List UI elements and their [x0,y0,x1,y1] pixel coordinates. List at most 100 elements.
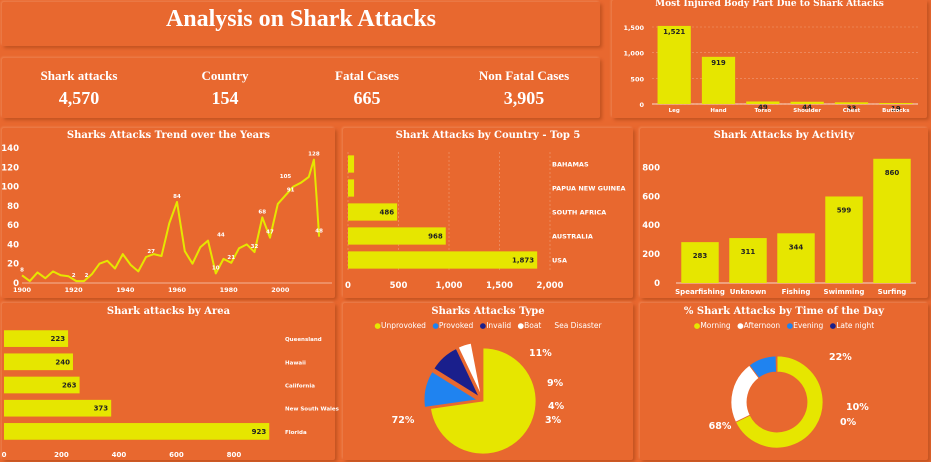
data-label: 486 [379,209,394,217]
x-tick-label: 600 [169,451,184,459]
y-tick-label: SOUTH AFRICA [552,209,606,217]
kpi-nonfatal: Non Fatal Cases 3,905 [459,68,589,109]
legend-item: ●Morning [693,321,731,330]
data-label: 0% [840,417,857,428]
data-label: 3% [545,415,562,426]
chart-title: Sharks Attacks Trend over the Years [66,130,271,141]
legend-item: ●Boat [517,321,542,330]
x-tick-label: 1,000 [436,281,463,291]
bar [348,179,355,197]
bar [348,251,538,269]
data-label: 84 [173,194,181,200]
kpi-fatal: Fatal Cases 665 [302,68,432,109]
data-label: 11% [529,348,552,359]
legend-item: ●Afternoon [737,321,781,330]
bar [348,155,355,173]
x-tick-label: Buttocks [882,108,910,114]
data-label: 223 [50,335,65,343]
x-tick-label: Shoulder [793,108,821,114]
x-tick-label: 1900 [13,286,32,294]
x-tick-label: Fishing [782,288,811,296]
x-tick-label: 500 [390,281,408,291]
trend-chart: 0 20 40 60 80 100 120 140 1900 1920 1940 1960 1980 20… [1,144,332,294]
legend-item: ●Sea Disaster [547,321,602,330]
legend-item: ●Late night [829,321,875,330]
y-tick-label: 600 [642,192,660,202]
y-tick-label: 0 [639,101,644,109]
kpi-value: 3,905 [503,88,545,108]
bar [825,196,863,283]
bar [4,376,80,394]
time-chart-panel: % Shark Attacks by Time of the Day ●Morn… [640,303,928,460]
y-tick-label: Hawaii [285,360,306,366]
x-tick-label: Unknown [730,288,767,296]
data-label: 91 [287,187,295,193]
data-label: 68 [258,209,266,215]
data-label: 48 [315,229,323,235]
data-label: 968 [428,233,443,241]
y-tick-label: 1,000 [623,50,644,58]
type-pie-chart: 72% 11% 9% 4% 3% [392,341,565,455]
data-label: 33 [847,104,857,112]
x-tick-label: Torso [755,108,772,114]
x-tick-label: 1980 [220,286,239,294]
y-tick-label: Queensland [285,337,322,343]
data-label: 8 [20,267,24,273]
kpi-country: Country 154 [160,68,290,109]
data-label: 72% [392,415,415,426]
data-label: 27 [147,249,155,255]
x-tick-label: 1920 [65,286,84,294]
y-tick-label: USA [552,257,567,265]
bar [4,423,270,440]
data-label: 283 [693,252,708,260]
data-label: 19 [891,105,901,113]
data-label: 240 [55,358,70,366]
legend-item: ●Unprovoked [374,321,426,330]
data-label: 860 [885,169,900,177]
data-label: 47 [266,230,274,236]
kpi-panel: Shark attacks 4,570 Country 154 Fatal Ca… [2,58,600,118]
kpi-label: Shark attacks [40,68,118,83]
y-tick-label: 0 [13,279,19,289]
kpi-value: 4,570 [58,88,100,108]
pie-slice [433,348,480,398]
data-label: 68% [709,421,732,432]
bar [681,242,719,283]
y-tick-label: 80 [7,202,19,212]
data-label: 373 [94,405,109,413]
bar [790,101,824,104]
bar [348,203,398,221]
title-panel: Analysis on Shark Attacks [2,2,600,46]
y-tick-label: 40 [7,240,19,250]
bar [4,399,112,417]
legend-item: ●Evening [786,321,824,330]
data-label: 263 [62,382,77,390]
data-label: 923 [252,428,267,436]
bar [873,158,911,283]
x-tick-label: 200 [54,451,69,459]
data-label: 344 [789,243,804,251]
data-label: 49 [758,103,768,111]
pie-slice [775,355,778,373]
data-label: 311 [741,248,756,256]
x-tick-label: 0 [2,451,7,459]
chart-title: Most Injured Body Part Due to Shark Atta… [655,0,884,9]
time-donut-chart: 68% 22% 10% 0% [709,352,869,449]
activity-chart-panel: Shark Attacks by Activity 0 200 400 600 800 2… [640,128,928,298]
series-line [21,158,321,283]
bar [834,102,869,104]
chart-title: % Shark Attacks by Time of the Day [683,306,885,317]
y-tick-label: 200 [642,250,660,260]
bar [657,25,691,105]
bar [701,56,736,104]
x-tick-label: Spearfishing [675,288,725,296]
x-tick-label: Surfing [878,288,907,296]
data-label: 4% [548,401,565,412]
y-tick-label: 60 [7,221,19,231]
chart-legend: ●Morning ●Afternoon ●Evening ●Late night [640,321,928,330]
data-label: 32 [251,244,259,250]
legend-item: ●Provoked [432,321,474,330]
kpi-label: Country [201,68,249,83]
data-label: 1,521 [663,28,685,36]
trend-chart-panel: Sharks Attacks Trend over the Years 0 20 4… [1,128,335,298]
